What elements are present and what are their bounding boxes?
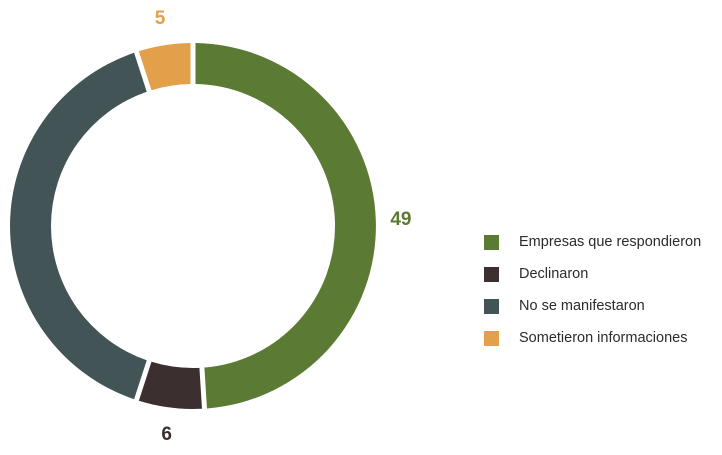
- donut-slice-1: [195, 43, 376, 409]
- legend-label: Declinaron: [519, 266, 589, 282]
- chart-legend: Empresas que respondieron Declinaron No …: [484, 226, 701, 354]
- value-label-2: 6: [161, 424, 172, 445]
- legend-item-empresas-que-respondieron: Empresas que respondieron: [484, 226, 701, 258]
- legend-label: Empresas que respondieron: [519, 234, 702, 250]
- donut-slice-4: [138, 43, 191, 91]
- legend-label: No se manifestaron: [519, 298, 645, 314]
- donut-slice-2: [138, 361, 202, 410]
- donut-slices: [10, 43, 376, 410]
- value-labels: 496405: [155, 8, 412, 445]
- legend-swatch: [484, 298, 499, 314]
- legend-swatch: [484, 266, 499, 282]
- legend-label: Sometieron informaciones: [519, 330, 688, 346]
- value-label-1: 49: [390, 209, 411, 230]
- legend-item-no-se-manifestaron: No se manifestaron: [484, 290, 701, 322]
- value-label-4: 5: [155, 8, 166, 29]
- legend-swatch: [484, 330, 499, 346]
- legend-item-declinaron: Declinaron: [484, 258, 701, 290]
- donut-slice-3: [10, 52, 147, 400]
- legend-swatch: [484, 234, 499, 250]
- legend-item-sometieron-informaciones: Sometieron informaciones: [484, 322, 701, 354]
